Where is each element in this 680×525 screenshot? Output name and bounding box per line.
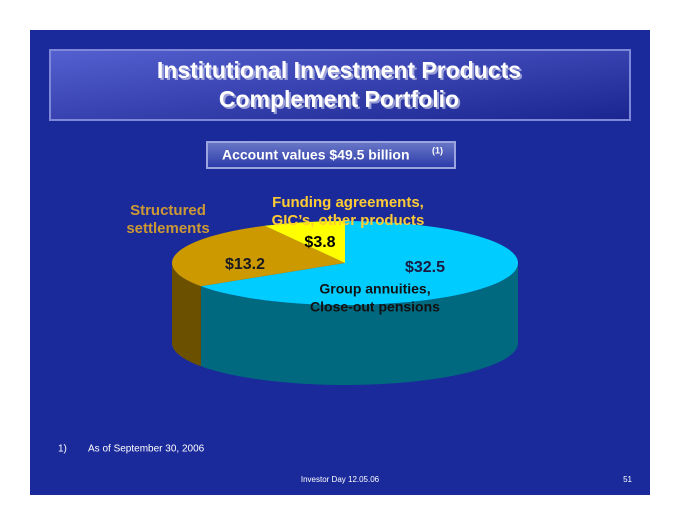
footnote: As of September 30, 2006 xyxy=(88,444,205,455)
footer: Investor Day 12.05.06 xyxy=(301,475,380,484)
value-label: $13.2 xyxy=(225,256,265,273)
slice xyxy=(264,221,345,263)
category-label: Funding agreements, xyxy=(272,194,424,211)
chart-title: Complement Portfolio xyxy=(219,86,459,112)
title-shadow: Institutional Investment Products xyxy=(159,59,523,85)
value-label: $3.8 xyxy=(304,234,335,251)
category-label: Structured xyxy=(130,202,206,219)
title-box xyxy=(49,49,631,121)
subtitle-note: (1) xyxy=(432,145,443,155)
category-label: Close-out pensions xyxy=(310,299,440,315)
chart-title: Institutional Investment Products xyxy=(157,57,521,83)
category-label: GIC’s, other products xyxy=(272,212,425,229)
slice-side xyxy=(172,263,201,367)
slice xyxy=(200,221,518,306)
footnote-marker: 1) xyxy=(58,444,67,455)
category-label: settlements xyxy=(126,220,209,237)
pie: $32.5 Group annuities, Close-out pensions $… xyxy=(126,194,519,385)
subtitle: Account values $49.5 billion xyxy=(222,147,410,163)
title-shadow: Complement Portfolio xyxy=(221,88,461,114)
value-label: $32.5 xyxy=(405,259,445,276)
subtitle-box xyxy=(206,141,456,169)
slice-side xyxy=(200,263,519,385)
slice xyxy=(171,225,345,287)
page-number: 51 xyxy=(623,475,632,484)
category-label: Group annuities, xyxy=(319,281,430,297)
